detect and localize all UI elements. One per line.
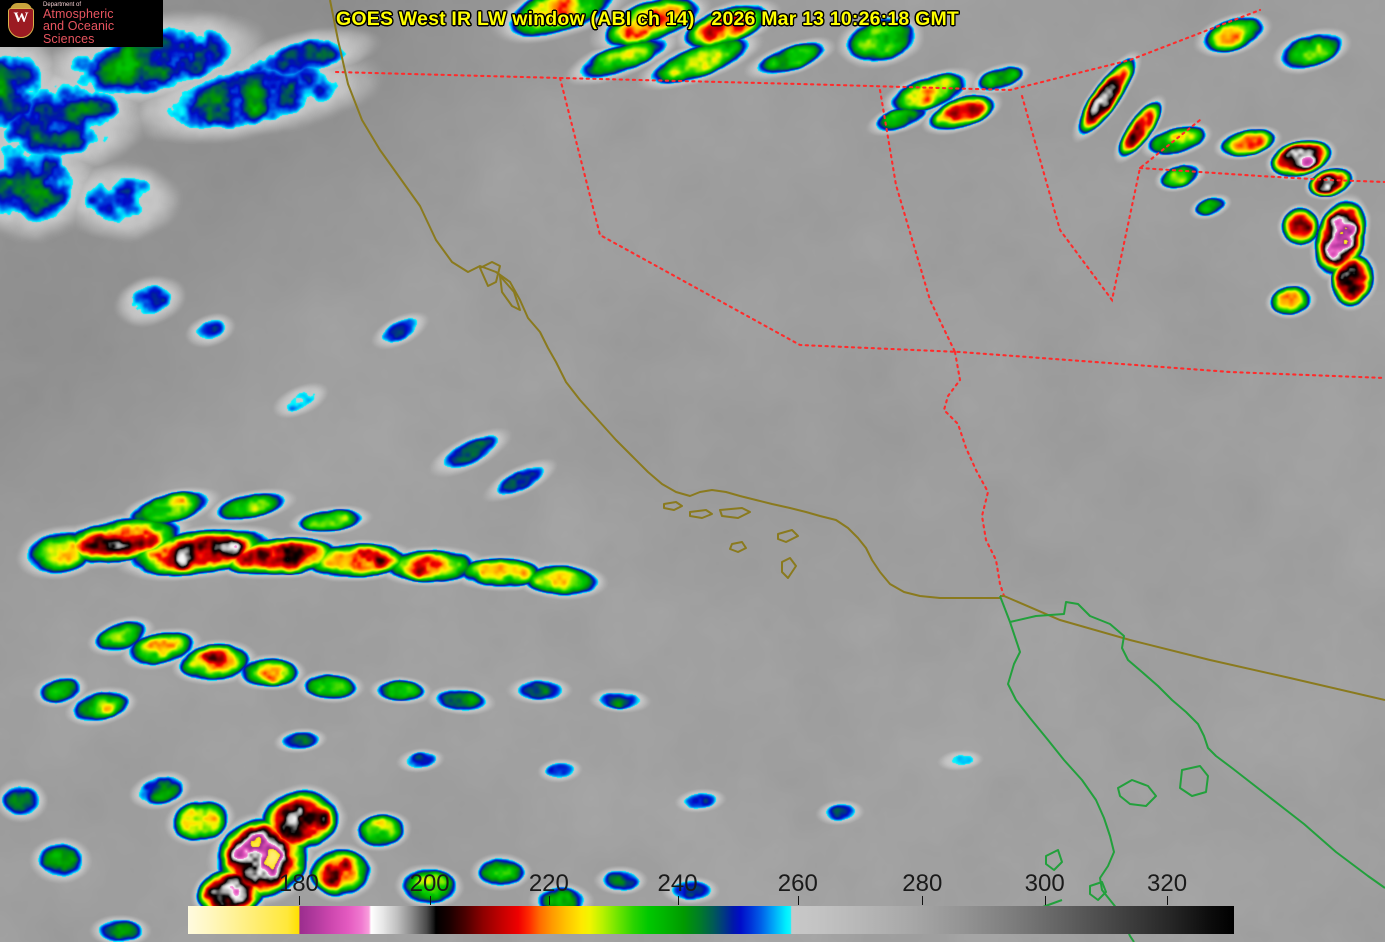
- colorbar-tick: [429, 896, 431, 905]
- colorbar-tick: [548, 896, 550, 905]
- colorbar-tick: [677, 896, 679, 905]
- colorbar-tick-label: 300: [1024, 870, 1065, 897]
- state-borders: [334, 8, 1385, 598]
- colorbar-tick-label: 200: [409, 870, 450, 897]
- logo-line-atmospheric: Atmospheric: [43, 6, 114, 21]
- colorbar-tick-label: 280: [902, 870, 943, 897]
- colorbar-tick: [797, 896, 799, 905]
- colorbar: 180 200 220 240 260 280 300 320: [188, 870, 1234, 934]
- us-mexico-border: [1000, 595, 1385, 701]
- crest-monogram: W: [13, 9, 29, 26]
- colorbar-tick-label: 240: [657, 870, 698, 897]
- colorbar-tick-label: 180: [278, 870, 319, 897]
- uw-crest-icon: W: [4, 2, 38, 45]
- logo-text-block: Department of Atmospheric and Oceanic Sc…: [43, 2, 163, 46]
- colorbar-tick: [1044, 896, 1046, 905]
- logo-line-department: Department of: [43, 1, 82, 8]
- us-coastline: [329, 0, 1000, 599]
- colorbar-tick-label: 260: [777, 870, 818, 897]
- colorbar-gradient: [188, 906, 1234, 934]
- colorbar-tick-label: 220: [528, 870, 569, 897]
- uw-aos-logo: W Department of Atmospheric and Oceanic …: [0, 0, 163, 47]
- logo-line-oceanic: and Oceanic Sciences: [43, 19, 115, 46]
- colorbar-tick: [298, 896, 300, 905]
- page-title: GOES West IR LW window (ABI ch 14) 2026 …: [336, 8, 960, 30]
- colorbar-tick: [1167, 896, 1169, 905]
- crest-cap: [10, 2, 32, 12]
- crest-shield: [8, 7, 34, 38]
- mexico-coastline: [929, 595, 1385, 942]
- colorbar-tick-label: 320: [1147, 870, 1188, 897]
- colorbar-tick: [922, 896, 924, 905]
